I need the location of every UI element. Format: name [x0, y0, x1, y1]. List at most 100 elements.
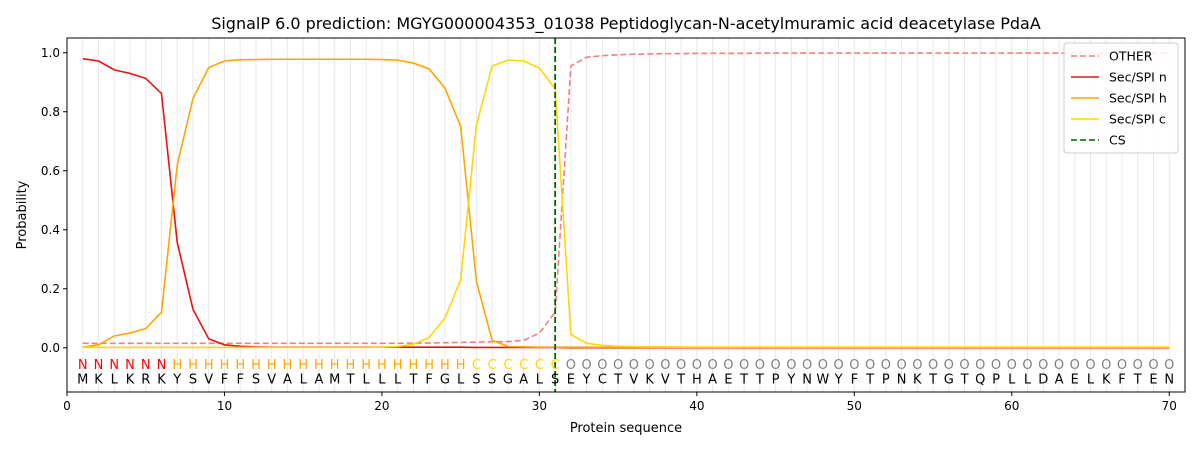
residue-letter: T	[928, 373, 937, 388]
region-label: H	[440, 358, 450, 373]
residue-letter: F	[425, 373, 432, 388]
residue-letter: L	[300, 373, 308, 388]
chart-title: SignalP 6.0 prediction: MGYG000004353_01…	[211, 14, 1041, 34]
residue-letter: T	[755, 373, 764, 388]
residue-letter: K	[645, 373, 654, 388]
region-label: H	[267, 358, 277, 373]
region-label: O	[818, 358, 828, 373]
residue-letter: T	[345, 373, 354, 388]
region-label: O	[1148, 358, 1158, 373]
region-label: O	[770, 358, 780, 373]
residue-letter: Q	[975, 373, 985, 388]
region-label: H	[377, 358, 387, 373]
residue-letter: L	[363, 373, 371, 388]
residue-letter: Y	[834, 373, 843, 388]
region-label: H	[330, 358, 340, 373]
residue-letter: L	[457, 373, 465, 388]
residue-letter: C	[598, 373, 607, 388]
residue-letter: S	[189, 373, 197, 388]
region-label: H	[204, 358, 214, 373]
region-label: O	[849, 358, 859, 373]
residue-letter: V	[661, 373, 670, 388]
region-label: H	[251, 358, 261, 373]
residue-letter: E	[567, 373, 575, 388]
region-label: O	[786, 358, 796, 373]
region-label: O	[1007, 358, 1017, 373]
residue-letter: S	[488, 373, 496, 388]
residue-letter: R	[141, 373, 150, 388]
region-label: H	[235, 358, 245, 373]
residue-letter: S	[472, 373, 480, 388]
residue-letter: M	[77, 373, 88, 388]
residue-letter: V	[204, 373, 213, 388]
region-label: O	[912, 358, 922, 373]
x-tick-label: 10	[217, 399, 232, 413]
y-tick-label: 0.2	[41, 282, 60, 296]
region-label: O	[896, 358, 906, 373]
region-label: N	[141, 358, 151, 373]
residue-letter: N	[897, 373, 907, 388]
residue-letter: Y	[172, 373, 181, 388]
legend-entry: Sec/SPI c	[1109, 112, 1166, 127]
region-label: O	[723, 358, 733, 373]
residue-letter: T	[408, 373, 417, 388]
residue-letter: G	[503, 373, 513, 388]
residue-letter: A	[1055, 373, 1064, 388]
legend-entry: OTHER	[1109, 49, 1153, 64]
legend-entry: Sec/SPI h	[1109, 91, 1167, 106]
region-label: O	[739, 358, 749, 373]
region-label: N	[94, 358, 104, 373]
region-label: O	[1022, 358, 1032, 373]
residue-letter: Y	[582, 373, 591, 388]
x-tick-label: 0	[63, 399, 71, 413]
residue-letter: K	[913, 373, 922, 388]
region-label: C	[503, 358, 512, 373]
residue-letter: A	[519, 373, 528, 388]
residue-letter: S	[551, 373, 559, 388]
residue-letter: K	[126, 373, 135, 388]
residue-letter: F	[221, 373, 228, 388]
residue-letter: K	[157, 373, 166, 388]
region-label: O	[613, 358, 623, 373]
residue-letter: E	[1071, 373, 1079, 388]
x-tick-label: 60	[1004, 399, 1019, 413]
region-label: H	[361, 358, 371, 373]
residue-letter: F	[236, 373, 243, 388]
residue-letter: N	[1164, 373, 1174, 388]
region-label: H	[298, 358, 308, 373]
y-axis-label: Probability	[15, 180, 30, 249]
legend-box	[1063, 42, 1179, 154]
region-label: O	[1085, 358, 1095, 373]
region-label: O	[881, 358, 891, 373]
region-label: O	[1054, 358, 1064, 373]
region-label: O	[959, 358, 969, 373]
grid-lines	[82, 38, 1170, 392]
region-label: O	[802, 358, 812, 373]
region-label: O	[582, 358, 592, 373]
residue-letter: T	[613, 373, 622, 388]
region-label: O	[629, 358, 639, 373]
residue-letter: T	[1133, 373, 1142, 388]
residue-letter: F	[1118, 373, 1125, 388]
region-label: O	[660, 358, 670, 373]
residue-letter: L	[1008, 373, 1016, 388]
residue-letter: L	[394, 373, 402, 388]
y-tick-label: 0.6	[41, 164, 60, 178]
region-label: O	[707, 358, 717, 373]
region-label: H	[172, 358, 182, 373]
residue-letter: L	[1087, 373, 1095, 388]
x-tick-label: 20	[374, 399, 389, 413]
residue-letter: L	[536, 373, 544, 388]
residue-letter: Y	[786, 373, 795, 388]
residue-letter: S	[252, 373, 260, 388]
region-label: O	[928, 358, 938, 373]
region-label: H	[188, 358, 198, 373]
residue-letter: F	[851, 373, 858, 388]
x-tick-label: 40	[689, 399, 704, 413]
region-label: O	[865, 358, 875, 373]
residue-letter: W	[816, 373, 829, 388]
axis-ticks: 0 10 20 30 40 50 60 70 0.0 0.2 0.4 0.6 0.8 1.0	[41, 46, 1177, 413]
y-tick-label: 0.8	[41, 105, 60, 119]
residue-letter: H	[692, 373, 702, 388]
residue-letter: K	[1102, 373, 1111, 388]
